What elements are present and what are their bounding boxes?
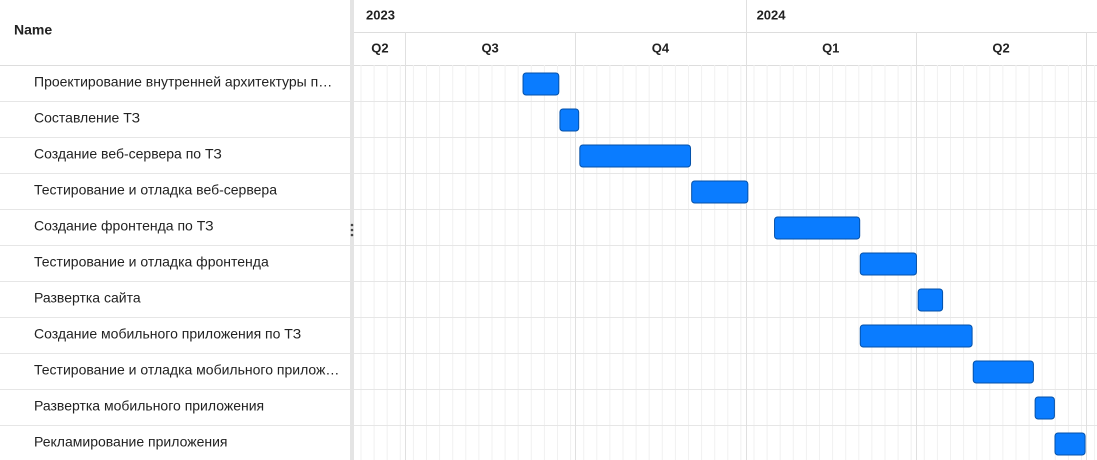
task-name[interactable]: Рекламирование приложения [34,434,227,450]
quarter-label: Q1 [822,40,839,55]
task-name[interactable]: Создание мобильного приложения по ТЗ [34,326,301,342]
task-name[interactable]: Проектирование внутренней архитектуры п… [34,74,332,90]
splitter-dot [350,228,354,232]
quarter-label: Q2 [992,40,1009,55]
splitter-dot [350,233,354,237]
quarter-label: Q4 [652,40,670,55]
task-bar[interactable] [972,360,1034,384]
task-bar[interactable] [579,144,692,168]
year-label: 2024 [757,7,787,22]
task-name[interactable]: Тестирование и отладка веб-сервера [34,182,277,198]
task-name[interactable]: Развертка мобильного приложения [34,398,264,414]
quarter-label: Q2 [371,40,388,55]
task-name[interactable]: Тестирование и отладка мобильного прилож… [34,362,339,378]
splitter-dot [350,223,354,227]
column-header[interactable]: Name [14,22,52,38]
task-bar[interactable] [774,216,861,240]
quarter-label: Q3 [481,40,498,55]
task-name[interactable]: Создание фронтенда по ТЗ [34,218,214,234]
task-bar[interactable] [559,108,580,132]
task-bar[interactable] [859,324,973,348]
task-name[interactable]: Составление ТЗ [34,110,140,126]
task-bar[interactable] [917,288,944,312]
task-bar[interactable] [691,180,749,204]
task-bar[interactable] [859,252,917,276]
task-name[interactable]: Создание веб-сервера по ТЗ [34,146,222,162]
year-label: 2023 [366,7,395,22]
task-name[interactable]: Развертка сайта [34,290,141,306]
task-name[interactable]: Тестирование и отладка фронтенда [34,254,269,270]
task-bar[interactable] [1054,432,1086,456]
task-bar[interactable] [522,72,560,96]
task-bar[interactable] [1034,396,1055,420]
